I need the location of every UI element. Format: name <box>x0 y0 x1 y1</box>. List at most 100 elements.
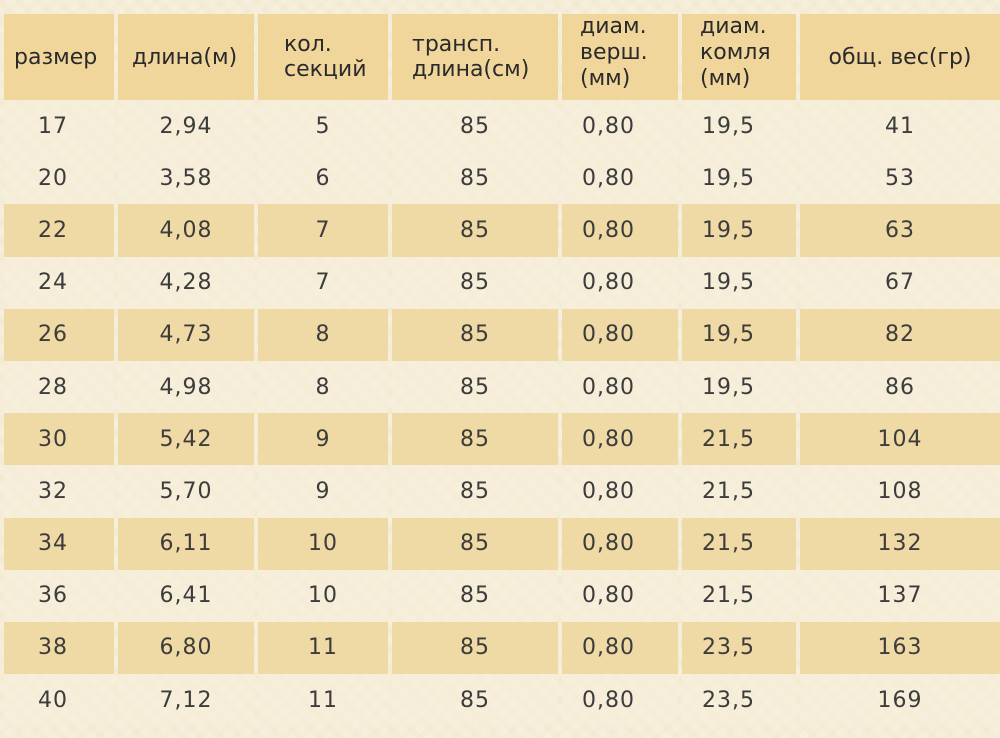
size-cell: 30 <box>4 413 114 466</box>
length-cell: 5,42 <box>118 413 254 466</box>
weight-cell: 86 <box>800 360 1000 414</box>
table-row: 36 6,41 10 85 0,80 21,5 137 <box>4 569 1000 622</box>
butt-diameter-cell: 19,5 <box>682 204 796 257</box>
sections-cell: 8 <box>258 360 388 414</box>
sections-cell: 10 <box>258 517 388 570</box>
transport-length-cell: 85 <box>392 360 558 414</box>
tip-diameter-cell: 0,80 <box>562 360 678 414</box>
tip-diameter-cell: 0,80 <box>562 674 678 727</box>
butt-diameter-cell: 21,5 <box>682 465 796 518</box>
butt-diameter-cell: 19,5 <box>682 360 796 414</box>
transport-length-cell: 85 <box>392 517 558 570</box>
transport-length-cell: 85 <box>392 204 558 257</box>
sections-cell: 7 <box>258 204 388 257</box>
size-cell: 24 <box>4 256 114 309</box>
weight-cell: 53 <box>800 152 1000 205</box>
sections-cell: 8 <box>258 308 388 361</box>
butt-diameter-cell: 23,5 <box>682 674 796 727</box>
weight-cell: 137 <box>800 569 1000 622</box>
weight-cell: 82 <box>800 308 1000 361</box>
transport-length-cell: 85 <box>392 308 558 361</box>
weight-cell: 63 <box>800 204 1000 257</box>
header-transport-length: трансп. длина(см) <box>392 14 558 100</box>
length-cell: 4,28 <box>118 256 254 309</box>
table-row: 32 5,70 9 85 0,80 21,5 108 <box>4 465 1000 518</box>
size-cell: 17 <box>4 100 114 153</box>
weight-cell: 169 <box>800 674 1000 727</box>
sections-cell: 6 <box>258 152 388 205</box>
butt-diameter-cell: 19,5 <box>682 308 796 361</box>
transport-length-cell: 85 <box>392 621 558 675</box>
tip-diameter-cell: 0,80 <box>562 100 678 153</box>
size-cell: 20 <box>4 152 114 205</box>
size-cell: 22 <box>4 204 114 257</box>
tip-diameter-cell: 0,80 <box>562 517 678 570</box>
sections-cell: 5 <box>258 100 388 153</box>
transport-length-cell: 85 <box>392 256 558 309</box>
table-body: 17 2,94 5 85 0,80 19,5 41 20 3,58 6 85 0,80 19,5 53 22… <box>4 100 1000 727</box>
header-butt-diameter: диам. комля (мм) <box>682 14 796 100</box>
table-row: 34 6,11 10 85 0,80 21,5 132 <box>4 517 1000 570</box>
header-row: размер длина(м) кол. секций трансп. длин… <box>4 14 1000 100</box>
tip-diameter-cell: 0,80 <box>562 256 678 309</box>
transport-length-cell: 85 <box>392 569 558 622</box>
table-header: размер длина(м) кол. секций трансп. длин… <box>4 14 1000 100</box>
sections-cell: 11 <box>258 621 388 675</box>
table-row: 30 5,42 9 85 0,80 21,5 104 <box>4 413 1000 466</box>
size-cell: 40 <box>4 674 114 727</box>
rod-spec-table: размер длина(м) кол. секций трансп. длин… <box>0 14 1000 727</box>
table-row: 26 4,73 8 85 0,80 19,5 82 <box>4 308 1000 361</box>
length-cell: 7,12 <box>118 674 254 727</box>
size-cell: 26 <box>4 308 114 361</box>
transport-length-cell: 85 <box>392 465 558 518</box>
size-cell: 28 <box>4 360 114 414</box>
length-cell: 6,11 <box>118 517 254 570</box>
weight-cell: 132 <box>800 517 1000 570</box>
table-row: 17 2,94 5 85 0,80 19,5 41 <box>4 100 1000 153</box>
butt-diameter-cell: 23,5 <box>682 621 796 675</box>
header-tip-diameter: диам. верш. (мм) <box>562 14 678 100</box>
tip-diameter-cell: 0,80 <box>562 152 678 205</box>
butt-diameter-cell: 21,5 <box>682 569 796 622</box>
sections-cell: 9 <box>258 413 388 466</box>
length-cell: 4,98 <box>118 360 254 414</box>
length-cell: 5,70 <box>118 465 254 518</box>
table-row: 40 7,12 11 85 0,80 23,5 169 <box>4 674 1000 727</box>
transport-length-cell: 85 <box>392 152 558 205</box>
length-cell: 4,73 <box>118 308 254 361</box>
table-row: 20 3,58 6 85 0,80 19,5 53 <box>4 152 1000 205</box>
length-cell: 4,08 <box>118 204 254 257</box>
butt-diameter-cell: 19,5 <box>682 152 796 205</box>
size-cell: 36 <box>4 569 114 622</box>
length-cell: 6,41 <box>118 569 254 622</box>
transport-length-cell: 85 <box>392 413 558 466</box>
sections-cell: 7 <box>258 256 388 309</box>
tip-diameter-cell: 0,80 <box>562 204 678 257</box>
butt-diameter-cell: 21,5 <box>682 517 796 570</box>
transport-length-cell: 85 <box>392 674 558 727</box>
size-cell: 32 <box>4 465 114 518</box>
weight-cell: 108 <box>800 465 1000 518</box>
sections-cell: 9 <box>258 465 388 518</box>
table-row: 24 4,28 7 85 0,80 19,5 67 <box>4 256 1000 309</box>
header-sections: кол. секций <box>258 14 388 100</box>
weight-cell: 41 <box>800 100 1000 153</box>
table-row: 38 6,80 11 85 0,80 23,5 163 <box>4 621 1000 675</box>
butt-diameter-cell: 19,5 <box>682 256 796 309</box>
tip-diameter-cell: 0,80 <box>562 621 678 675</box>
header-size: размер <box>4 14 114 100</box>
header-total-weight: общ. вес(гр) <box>800 14 1000 100</box>
sections-cell: 10 <box>258 569 388 622</box>
weight-cell: 163 <box>800 621 1000 675</box>
length-cell: 3,58 <box>118 152 254 205</box>
weight-cell: 104 <box>800 413 1000 466</box>
tip-diameter-cell: 0,80 <box>562 569 678 622</box>
transport-length-cell: 85 <box>392 100 558 153</box>
sections-cell: 11 <box>258 674 388 727</box>
weight-cell: 67 <box>800 256 1000 309</box>
length-cell: 2,94 <box>118 100 254 153</box>
length-cell: 6,80 <box>118 621 254 675</box>
size-cell: 34 <box>4 517 114 570</box>
table-row: 28 4,98 8 85 0,80 19,5 86 <box>4 360 1000 414</box>
butt-diameter-cell: 19,5 <box>682 100 796 153</box>
